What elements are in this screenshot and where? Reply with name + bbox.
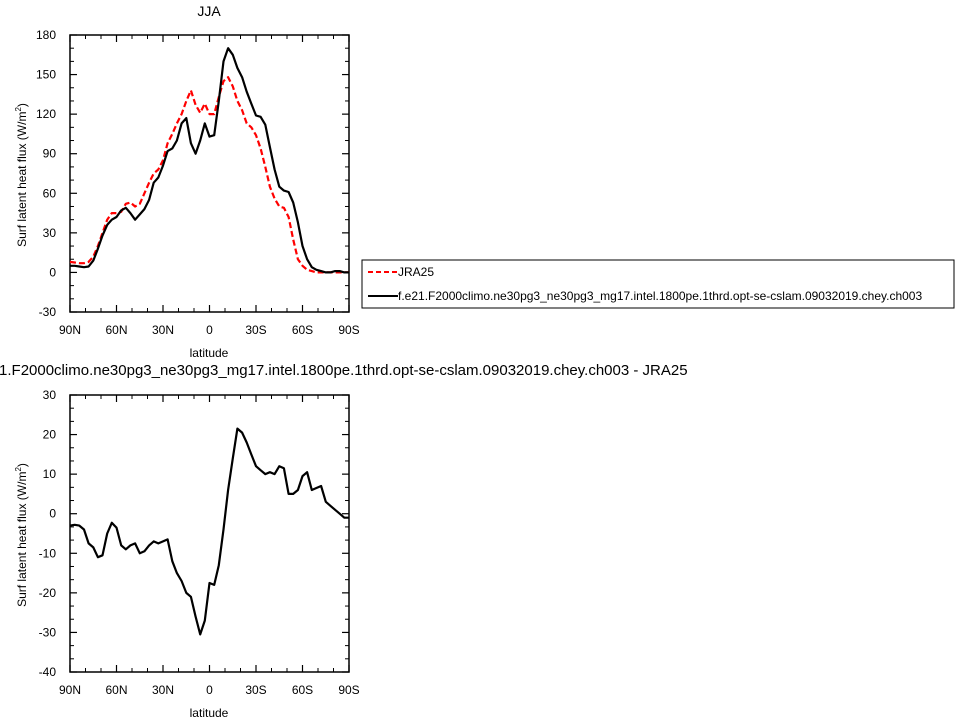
y-tick-label: 0	[49, 507, 56, 521]
y-tick-label: 10	[43, 467, 57, 481]
x-tick-label: 60N	[105, 323, 127, 337]
x-tick-label: 60S	[292, 323, 313, 337]
y-tick-label: -30	[39, 625, 57, 639]
x-tick-label: 90S	[338, 323, 359, 337]
series-lines	[69, 47, 349, 274]
plot-frame	[69, 34, 350, 313]
x-tick-label: 90N	[59, 683, 81, 697]
x-tick-label: 0	[206, 683, 213, 697]
x-tick-label: 90N	[59, 323, 81, 337]
legend-label-model: f.e21.F2000climo.ne30pg3_ne30pg3_mg17.in…	[398, 289, 922, 303]
y-tick-label: 120	[36, 107, 56, 121]
chart-title: JJA	[197, 3, 221, 19]
series-line-0	[69, 76, 349, 274]
series-line-1	[70, 47, 349, 274]
plot-area	[69, 34, 350, 313]
y-axis-ticks: -30 0 30 60 90 120 150 180	[36, 28, 349, 319]
x-tick-label: 30S	[245, 683, 266, 697]
y-tick-label: 180	[36, 28, 56, 42]
y-axis-label: Surf latent heat flux (W/m2)	[14, 103, 29, 247]
y-tick-label: -40	[39, 665, 57, 679]
x-axis-ticks: 90N 60N 30N 0 30S 60S 90S	[59, 35, 360, 337]
x-tick-label: 60S	[292, 683, 313, 697]
x-tick-label: 30S	[245, 323, 266, 337]
y-tick-label: 30	[43, 388, 57, 402]
x-tick-label: 90S	[338, 683, 359, 697]
plot-area	[69, 394, 350, 673]
y-tick-label: 150	[36, 68, 56, 82]
x-tick-label: 0	[206, 323, 213, 337]
x-axis-ticks: 90N 60N 30N 0 30S 60S 90S	[59, 395, 360, 697]
y-tick-label: -20	[39, 586, 57, 600]
x-axis-label: latitude	[190, 346, 229, 360]
y-tick-label: 0	[49, 265, 56, 279]
x-tick-label: 60N	[105, 683, 127, 697]
y-tick-label: 90	[43, 147, 57, 161]
x-axis-label: latitude	[190, 706, 229, 720]
panel-difference: f.e21.F2000climo.ne30pg3_ne30pg3_mg17.in…	[0, 362, 688, 720]
y-tick-label: 60	[43, 186, 57, 200]
y-axis-label: Surf latent heat flux (W/m2)	[14, 463, 29, 607]
y-tick-label: 20	[43, 428, 57, 442]
chart-title: f.e21.F2000climo.ne30pg3_ne30pg3_mg17.in…	[0, 362, 688, 379]
series-line-0	[69, 427, 349, 636]
legend-label-jra25: JRA25	[398, 265, 434, 279]
panel-climatology: JJA 90N 60N 30N 0 30S 60S 90S -30 0 30 60 90 120 150…	[14, 3, 360, 360]
legend-box	[361, 259, 955, 309]
x-tick-label: 30N	[152, 323, 174, 337]
y-tick-label: -30	[39, 305, 57, 319]
y-tick-label: -10	[39, 546, 57, 560]
plot-frame	[69, 394, 350, 673]
y-tick-label: 30	[43, 226, 57, 240]
y-axis-ticks: -40 -30 -20 -10 0 10 20 30	[39, 388, 349, 679]
x-tick-label: 30N	[152, 683, 174, 697]
legend: JRA25 f.e21.F2000climo.ne30pg3_ne30pg3_m…	[361, 259, 955, 309]
series-lines	[69, 427, 349, 636]
